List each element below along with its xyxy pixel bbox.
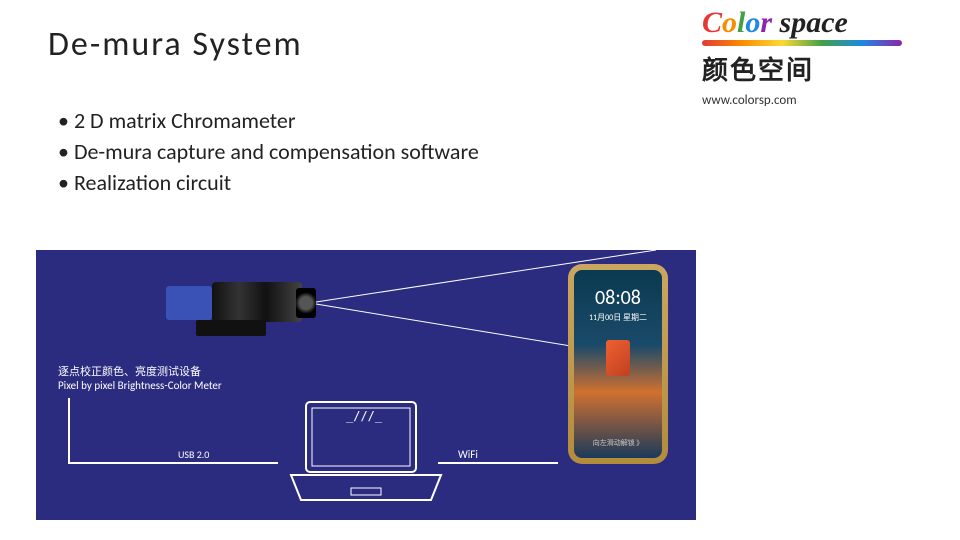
usb-label: USB 2.0 (178, 448, 209, 461)
bullet-item: De-mura capture and compensation softwar… (58, 137, 479, 168)
system-diagram: 08:08 11月00日 星期二 向左滑动解锁 》 逐点校正颜色、亮度测试设备 … (36, 250, 696, 520)
phone-caption: 向左滑动解锁 》 (574, 438, 662, 448)
phone-time: 08:08 (574, 286, 662, 310)
phone-date: 11月00日 星期二 (574, 312, 662, 323)
camera-icon (166, 280, 316, 326)
bullet-list: 2 D matrix Chromameter De-mura capture a… (58, 106, 479, 198)
bullet-item: 2 D matrix Chromameter (58, 106, 479, 137)
phone-icon: 08:08 11月00日 星期二 向左滑动解锁 》 (568, 264, 668, 464)
bullet-item: Realization circuit (58, 168, 479, 199)
logo-url: www.colorsp.com (702, 93, 932, 108)
rainbow-divider (702, 40, 902, 46)
connection-line (68, 398, 70, 464)
company-logo: Color space 颜色空间 www.colorsp.com (702, 8, 932, 108)
connection-line (438, 462, 558, 464)
meter-label: 逐点校正颜色、亮度测试设备 Pixel by pixel Brightness-… (58, 365, 222, 394)
laptop-screen-text: _///_ (346, 409, 382, 423)
wifi-label: WiFi (458, 448, 478, 461)
meter-label-chinese: 逐点校正颜色、亮度测试设备 (58, 365, 222, 379)
slide-title: De-mura System (48, 24, 303, 65)
phone-app-icon (606, 340, 630, 376)
meter-label-english: Pixel by pixel Brightness-Color Meter (58, 379, 222, 393)
logo-chinese-text: 颜色空间 (702, 50, 932, 87)
connection-line (68, 462, 278, 464)
logo-script-text: Color space (702, 8, 932, 38)
